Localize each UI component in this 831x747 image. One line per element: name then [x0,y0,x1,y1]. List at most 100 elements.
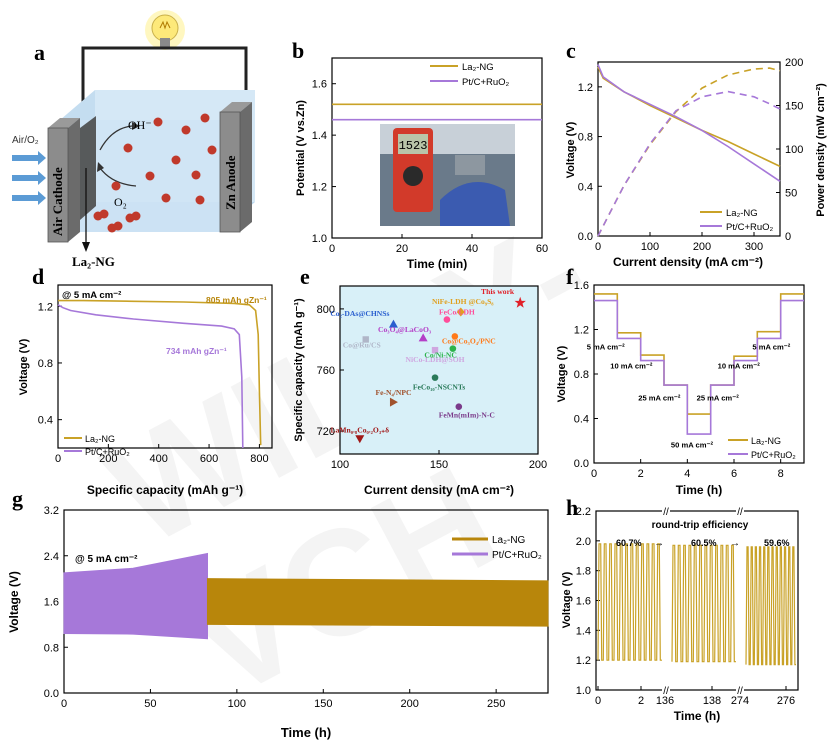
point-7 [431,346,439,354]
x-tick-label: 8 [778,468,784,480]
point-8 [449,345,457,352]
y2-tick-label: 100 [785,144,803,156]
arrow-2: → [730,538,740,549]
x-tick-label: 20 [396,243,408,255]
anode-label: Zn Anode [223,155,238,210]
y-tick-label: 1.2 [576,655,591,667]
y-tick-label: 1.0 [576,685,591,697]
point-5 [418,333,428,342]
y-tick-label: 0.8 [578,132,593,144]
rate-label-1: 10 mA cm⁻² [610,361,653,370]
x-tick-label: 200 [99,453,117,465]
y-tick-label: 1.6 [44,597,59,609]
y-tick-label: 1.4 [576,625,591,637]
annotation-d-ptc: 734 mAh gZn⁻¹ [166,346,227,356]
series-f-ptc [594,299,804,435]
point-2 [388,319,398,328]
axis-label-b-x: Time (min) [407,257,467,271]
axis-break [662,686,670,694]
y-tick-label: 2.4 [44,551,59,563]
x-tick-label: 276 [777,695,795,707]
legend-g-la2ng: La₂-NG [492,535,526,546]
panel-label-d: d [32,264,44,289]
x-tick-label: 100 [641,241,659,253]
arrow-1: → [654,538,664,549]
legend-c-ptc: Pt/C+RuO₂ [726,222,774,233]
y-tick-label: 1.2 [312,182,327,194]
x-tick-label: 6 [731,468,737,480]
y-tick-label: 800 [317,304,335,316]
annotation-d-rate: @ 5 mA cm⁻² [62,290,121,301]
x-tick-label: 800 [250,453,268,465]
point-label-3: FeCo/LDH [439,308,475,317]
electrolyte-front [60,120,220,232]
x-tick-label: 2 [638,468,644,480]
air-cathode [47,127,69,243]
series-c-la2ng-voltage [597,66,781,168]
series-c-ptc-voltage [597,64,781,182]
rate-label-0: 5 mA cm⁻² [587,343,625,352]
x-tick-label: 0 [329,243,335,255]
x-tick-label: 150 [430,459,448,471]
y2-tick-label: 200 [785,57,803,69]
legend-g: La₂-NG Pt/C+RuO₂ [452,535,542,561]
inset-photo-multimeter: 1523 [380,124,515,226]
legend-f: La₂-NG Pt/C+RuO₂ [728,436,796,460]
legend-c: La₂-NG Pt/C+RuO₂ [700,208,774,233]
point-label-6: Co@Co₃O₄/PNC [442,336,496,345]
chart-c: 0 100 200 300 0.0 0.4 0.8 1.2 0 50 100 150 200 La₂-N… [565,57,827,269]
x-tick-label: 200 [693,241,711,253]
x-tick-label: 2 [638,695,644,707]
rate-label-4: 25 mA cm⁻² [697,394,740,403]
axis-label-f-x: Time (h) [676,483,722,497]
point-label-2: Co₂-DAs@CHNSs [330,309,389,318]
axis-break-mark: // [737,507,743,518]
point-11 [455,403,463,410]
series-h-segment-0 [597,543,662,661]
point-label-10: Fe-N₄/NPC [375,388,411,397]
axis-break [662,507,670,515]
point-4 [362,336,369,343]
axis-label-f-y: Voltage (V) [556,345,568,402]
catalyst-layer [80,116,96,220]
y-tick-label: 0.0 [578,231,593,243]
x-tick-label: 0 [55,453,61,465]
axis-label-d-x: Specific capacity (mAh g⁻¹) [87,483,243,497]
legend-d-ptc: Pt/C+RuO₂ [85,447,130,457]
y-tick-label: 0.8 [44,642,59,654]
catalyst-label: La₂-NG [72,254,115,269]
axis-label-d-y: Voltage (V) [18,338,30,395]
legend-b-la2ng: La₂-NG [462,62,494,73]
chart-f: 0 2 4 6 8 0.0 0.4 0.8 1.2 1.6 5 mA cm⁻² 10 mA cm⁻²… [556,280,805,497]
x-tick-label: 0 [61,698,67,710]
y-tick-label: 1.6 [574,280,589,292]
rate-label-5: 10 mA cm⁻² [718,361,761,370]
panel-label-e: e [300,264,310,289]
band-g-ptc [63,552,208,640]
y-tick-label: 1.0 [312,233,327,245]
x-tick-label: 200 [529,459,547,471]
x-tick-label: 40 [466,243,478,255]
y-tick-label: 2.0 [576,536,591,548]
y-tick-label: 720 [317,426,335,438]
axis-label-g-x: Time (h) [281,725,331,740]
y-tick-label: 1.6 [576,596,591,608]
y-tick-label: 1.8 [576,566,591,578]
oh-label: OH⁻ [128,118,152,132]
axis-label-c-y2: Power density (mW cm⁻²) [815,83,827,217]
chart-h: 1.0 1.2 1.4 1.6 1.8 2.0 2.2 0 2 136 138 274 276 // // /… [561,506,799,723]
y-tick-label: 0.4 [578,181,593,193]
panel-label-f: f [566,264,574,289]
legend-f-la2ng: La₂-NG [751,436,781,446]
zn-anode [219,111,241,233]
y-tick-label: 0.4 [574,414,589,426]
point-label-11: FeMn(mIm)-N-C [439,411,495,420]
efficiency-2: 60.5% [691,538,717,548]
series-c-ptc-power [597,90,781,237]
axis-label-h-x: Time (h) [674,709,720,723]
efficiency-1: 60.7% [616,538,642,548]
axis-label-c-x: Current density (mA cm⁻²) [613,255,763,269]
o2-label: O₂ [114,195,127,209]
air-inlet-arrows [12,151,46,205]
